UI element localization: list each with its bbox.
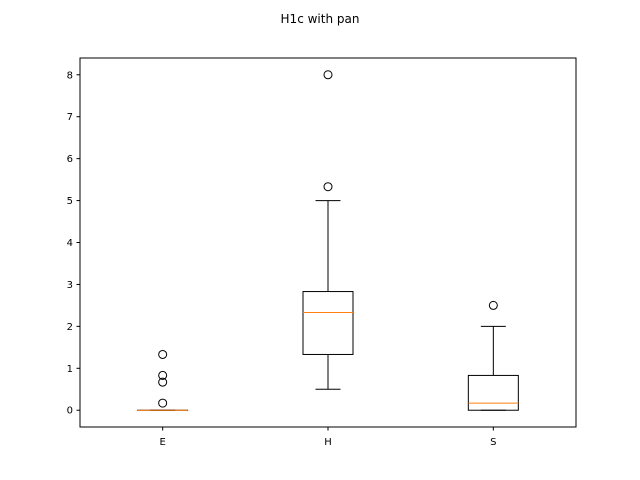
y-axis: 0 1 2 3 4 5 6 7 8 bbox=[67, 70, 80, 417]
y-tick-label: 4 bbox=[67, 238, 73, 249]
x-tick-label: E bbox=[160, 437, 166, 448]
y-tick-label: 0 bbox=[67, 406, 73, 417]
y-tick-label: 2 bbox=[67, 322, 73, 333]
flier-point bbox=[158, 398, 168, 408]
box-e bbox=[137, 349, 189, 411]
box-s bbox=[467, 300, 519, 411]
flier-point bbox=[158, 349, 168, 359]
flier-point bbox=[323, 70, 333, 80]
y-tick-label: 1 bbox=[67, 364, 73, 375]
y-tick-label: 6 bbox=[67, 154, 73, 165]
flier-point bbox=[488, 300, 498, 310]
y-tick-label: 7 bbox=[67, 112, 73, 123]
chart-title: H1c with pan bbox=[281, 12, 360, 26]
flier-point bbox=[158, 377, 168, 387]
flier-point bbox=[158, 370, 168, 380]
boxes-layer bbox=[137, 70, 519, 411]
y-tick-label: 3 bbox=[67, 280, 73, 291]
x-tick-label: H bbox=[324, 437, 332, 448]
box-h bbox=[302, 70, 354, 390]
iqr-box bbox=[302, 291, 354, 355]
iqr-box bbox=[467, 374, 519, 411]
flier-point bbox=[323, 182, 333, 192]
y-tick-label: 8 bbox=[67, 70, 73, 81]
x-tick-label: S bbox=[490, 437, 496, 448]
y-tick-label: 5 bbox=[67, 196, 73, 207]
